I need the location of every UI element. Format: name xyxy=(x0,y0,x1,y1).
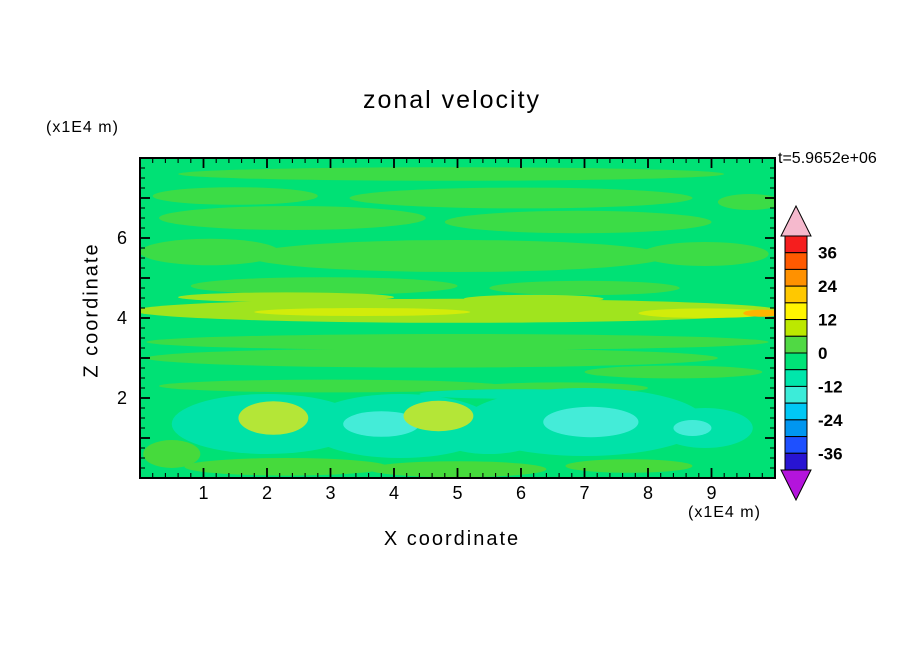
contour-region xyxy=(489,280,680,296)
contour-region xyxy=(254,308,471,316)
contour-region xyxy=(247,240,668,272)
colorbar-tick-label: -24 xyxy=(818,411,843,430)
x-axis-title: X coordinate xyxy=(383,528,521,550)
contour-region xyxy=(543,406,639,438)
x-axis-units-label: (x1E4 m) xyxy=(688,504,761,521)
x-tick-label: 3 xyxy=(325,483,335,503)
contour-region xyxy=(143,440,201,468)
contour-region xyxy=(184,458,388,476)
contour-region xyxy=(565,459,693,473)
contour-region xyxy=(343,411,420,437)
contour-region xyxy=(717,194,775,210)
colorbar-segment xyxy=(784,419,808,438)
y-axis-units-label: (x1E4 m) xyxy=(46,119,119,136)
timestamp-label: t=5.9652e+06 xyxy=(778,150,877,167)
x-tick-label: 5 xyxy=(452,483,462,503)
contour-region xyxy=(159,379,502,393)
colorbar-segment xyxy=(784,385,808,404)
colorbar-under-arrow xyxy=(780,469,812,502)
contour-region xyxy=(584,365,763,379)
colorbar-segment xyxy=(784,268,808,287)
contour-region xyxy=(238,401,309,435)
chart-title: zonal velocity xyxy=(362,86,542,114)
contour-region xyxy=(743,309,775,317)
contour-region xyxy=(146,348,718,368)
x-tick-label: 2 xyxy=(262,483,272,503)
contour-region xyxy=(349,187,693,209)
colorbar-segment xyxy=(784,352,808,371)
colorbar-segment xyxy=(784,235,808,254)
contour-region xyxy=(152,187,318,205)
contour-region xyxy=(463,294,604,303)
colorbar-segment xyxy=(784,302,808,321)
colorbar: 36 24 12 0 -12 -24 -36 xyxy=(780,204,843,502)
colorbar-segment xyxy=(784,285,808,304)
contour-region xyxy=(190,277,458,295)
contour-region xyxy=(673,420,712,436)
contour-region xyxy=(641,242,769,266)
x-tick-label: 4 xyxy=(389,483,399,503)
colorbar-tick-label: 12 xyxy=(818,311,837,330)
colorbar-segment xyxy=(784,319,808,337)
colorbar-tick-label: 36 xyxy=(818,244,837,263)
contour-region xyxy=(403,400,474,432)
contour-region xyxy=(140,238,280,266)
contour-region xyxy=(178,167,725,181)
colorbar-segment xyxy=(784,252,808,270)
y-tick-label: 4 xyxy=(117,308,127,328)
colorbar-over-arrow xyxy=(780,204,812,237)
colorbar-segment xyxy=(784,335,808,354)
colorbar-tick-label: 0 xyxy=(818,344,827,363)
contour-region xyxy=(419,389,610,399)
y-tick-label: 6 xyxy=(117,228,127,248)
colorbar-segment xyxy=(784,402,808,421)
contour-region xyxy=(444,210,712,234)
colorbar-segment xyxy=(784,369,808,387)
axis-ticks xyxy=(140,158,775,478)
x-tick-label: 1 xyxy=(198,483,208,503)
y-axis-title: Z coordinate xyxy=(80,242,103,378)
x-tick-label: 6 xyxy=(516,483,526,503)
x-tick-label: 7 xyxy=(579,483,589,503)
colorbar-segment xyxy=(784,452,808,471)
colorbar-segment xyxy=(784,436,808,454)
x-tick-label: 9 xyxy=(706,483,716,503)
colorbar-tick-label: 24 xyxy=(818,277,837,296)
contour-field xyxy=(140,158,775,478)
contour-region xyxy=(146,334,769,350)
y-tick-label: 2 xyxy=(117,388,127,408)
colorbar-tick-label: -12 xyxy=(818,377,843,396)
contour-region xyxy=(178,292,394,303)
contour-region xyxy=(159,206,426,230)
x-tick-label: 8 xyxy=(643,483,653,503)
colorbar-tick-label: -36 xyxy=(818,444,843,463)
contour-region xyxy=(638,308,772,319)
